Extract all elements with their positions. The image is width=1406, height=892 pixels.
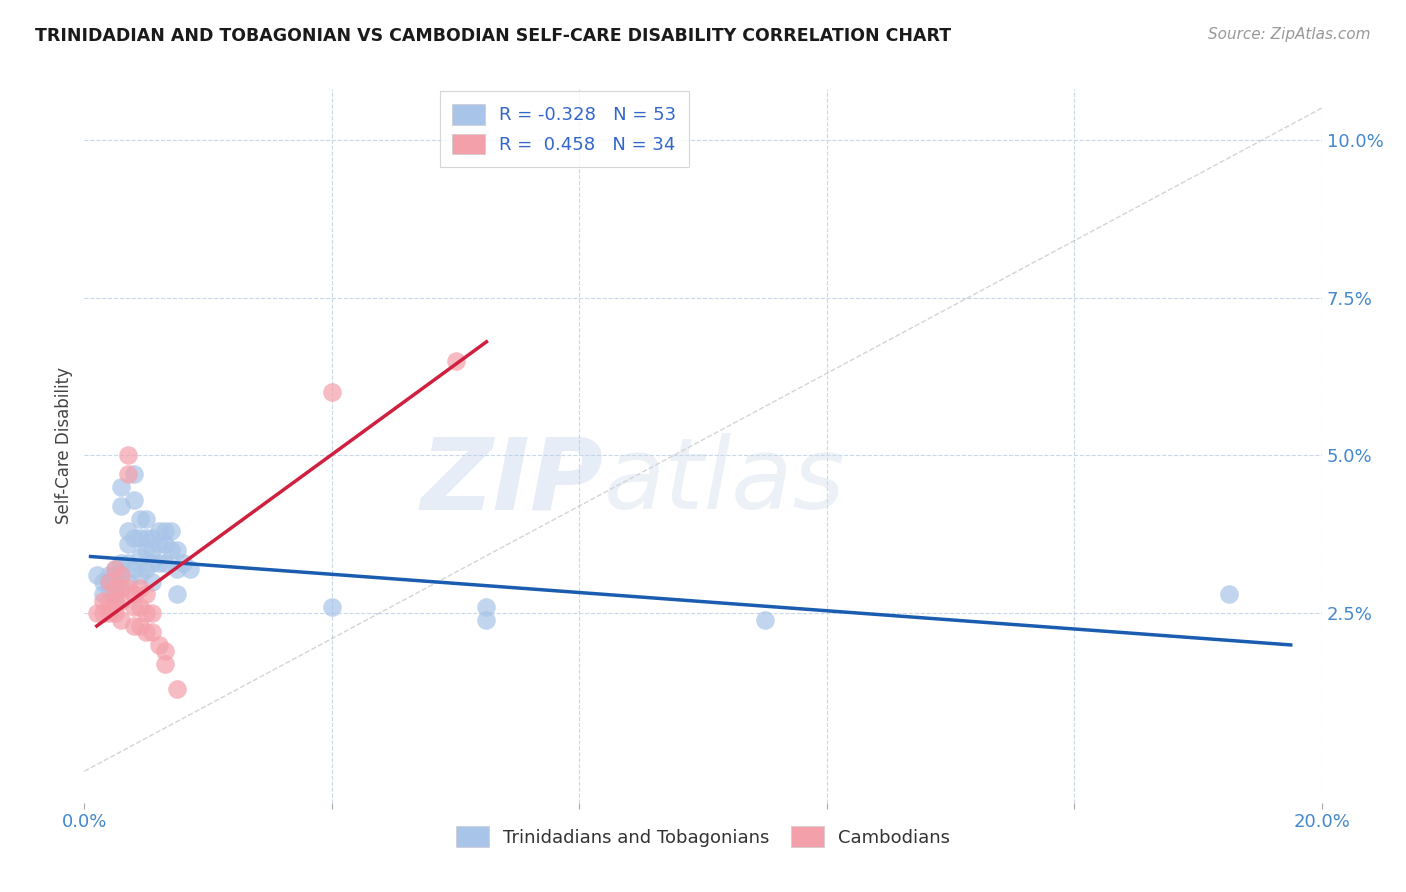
Point [91, 587, 114, 601]
Point [153, 537, 176, 551]
Point [129, 568, 152, 582]
Point [122, 562, 145, 576]
Point [117, 556, 139, 570]
Point [141, 556, 163, 570]
Point [754, 613, 776, 627]
Point [117, 449, 139, 463]
Point [122, 619, 145, 633]
Point [98, 581, 121, 595]
Point [110, 556, 132, 570]
Point [153, 657, 176, 671]
Point [117, 524, 139, 539]
Point [110, 480, 132, 494]
Point [166, 562, 188, 576]
Point [129, 549, 152, 564]
Point [91, 593, 114, 607]
Point [117, 537, 139, 551]
Point [166, 587, 188, 601]
Point [148, 524, 170, 539]
Point [98, 574, 121, 589]
Point [91, 607, 114, 621]
Point [104, 562, 127, 576]
Point [122, 467, 145, 482]
Point [110, 568, 132, 582]
Point [475, 613, 498, 627]
Point [148, 638, 170, 652]
Point [179, 562, 201, 576]
Point [122, 531, 145, 545]
Point [135, 562, 157, 576]
Point [153, 524, 176, 539]
Point [110, 613, 132, 627]
Point [475, 600, 498, 615]
Point [104, 562, 127, 576]
Point [160, 543, 183, 558]
Text: TRINIDADIAN AND TOBAGONIAN VS CAMBODIAN SELF-CARE DISABILITY CORRELATION CHART: TRINIDADIAN AND TOBAGONIAN VS CAMBODIAN … [35, 27, 952, 45]
Point [104, 593, 127, 607]
Point [166, 682, 188, 697]
Point [135, 543, 157, 558]
Point [104, 587, 127, 601]
Point [141, 625, 163, 640]
Point [117, 581, 139, 595]
Point [129, 600, 152, 615]
Point [129, 511, 152, 525]
Point [110, 581, 132, 595]
Point [104, 607, 127, 621]
Point [321, 385, 343, 400]
Y-axis label: Self-Care Disability: Self-Care Disability [55, 368, 73, 524]
Point [104, 581, 127, 595]
Point [110, 568, 132, 582]
Point [1218, 587, 1240, 601]
Point [172, 556, 194, 570]
Point [91, 574, 114, 589]
Point [98, 607, 121, 621]
Point [98, 574, 121, 589]
Point [98, 568, 121, 582]
Point [166, 543, 188, 558]
Text: atlas: atlas [605, 434, 845, 530]
Point [135, 625, 157, 640]
Point [104, 574, 127, 589]
Point [104, 593, 127, 607]
Point [135, 607, 157, 621]
Point [86, 568, 108, 582]
Point [110, 499, 132, 513]
Text: ZIP: ZIP [420, 434, 605, 530]
Point [141, 607, 163, 621]
Point [117, 467, 139, 482]
Point [104, 568, 127, 582]
Point [141, 531, 163, 545]
Legend: Trinidadians and Tobagonians, Cambodians: Trinidadians and Tobagonians, Cambodians [446, 815, 960, 858]
Point [160, 524, 183, 539]
Point [141, 574, 163, 589]
Point [321, 600, 343, 615]
Point [117, 574, 139, 589]
Point [86, 607, 108, 621]
Point [148, 537, 170, 551]
Point [141, 543, 163, 558]
Point [135, 511, 157, 525]
Point [153, 556, 176, 570]
Point [135, 587, 157, 601]
Text: Source: ZipAtlas.com: Source: ZipAtlas.com [1208, 27, 1371, 42]
Point [122, 600, 145, 615]
Point [153, 644, 176, 658]
Point [122, 587, 145, 601]
Point [122, 492, 145, 507]
Point [135, 531, 157, 545]
Point [98, 593, 121, 607]
Point [129, 619, 152, 633]
Point [110, 593, 132, 607]
Point [129, 581, 152, 595]
Point [148, 556, 170, 570]
Point [444, 353, 467, 368]
Point [129, 531, 152, 545]
